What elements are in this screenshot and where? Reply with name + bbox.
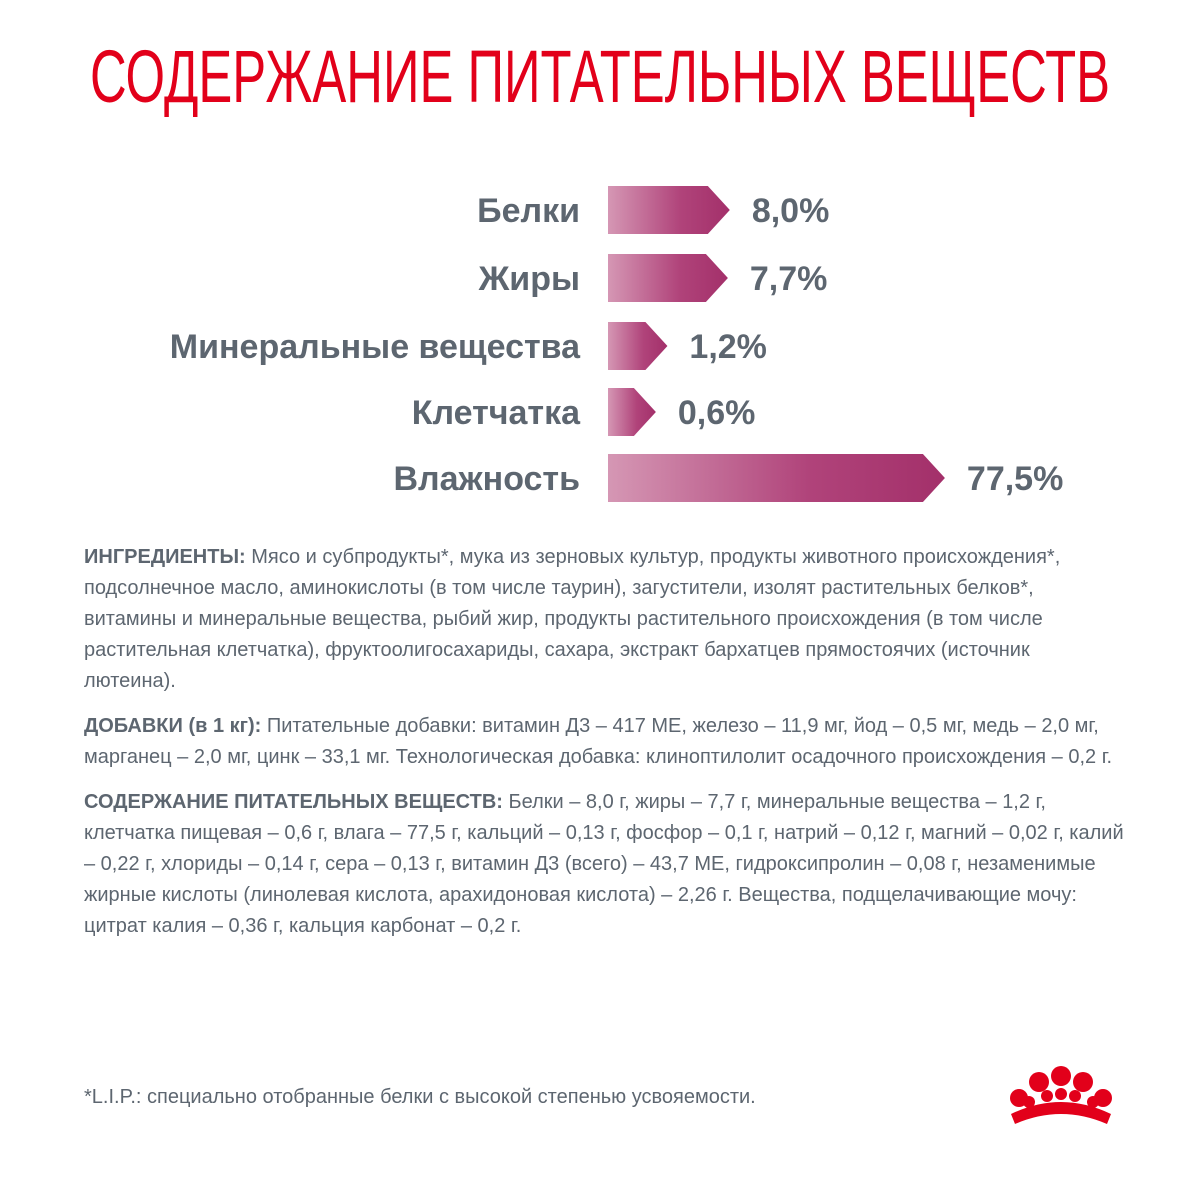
category-label: Влажность — [394, 460, 581, 498]
bar — [608, 254, 728, 302]
bar — [608, 322, 668, 370]
chart-title: СОДЕРЖАНИЕ ПИТАТЕЛЬНЫХ ВЕЩЕСТВ — [90, 35, 1110, 118]
value-label: 1,2% — [689, 328, 767, 366]
bar — [608, 388, 656, 436]
chart: СОДЕРЖАНИЕ ПИТАТЕЛЬНЫХ ВЕЩЕСТВ Белки 8,0%… — [90, 35, 1110, 502]
value-label: 77,5% — [967, 460, 1063, 498]
section-text: Мясо и субпродукты*, мука из зерновых ку… — [84, 546, 1061, 692]
bar — [608, 186, 730, 234]
category-label: Белки — [477, 192, 580, 230]
section-text: Питательные добавки: витамин Д3 – 417 МЕ… — [84, 715, 1113, 768]
section-label: ДОБАВКИ (в 1 кг): — [84, 715, 262, 737]
section-text: Белки – 8,0 г, жиры – 7,7 г, минеральные… — [84, 791, 1124, 937]
value-label: 8,0% — [752, 192, 830, 230]
bar — [608, 454, 945, 502]
value-label: 0,6% — [678, 394, 756, 432]
category-label: Клетчатка — [412, 394, 581, 432]
section-label: ИНГРЕДИЕНТЫ: — [84, 546, 246, 568]
paragraph: ДОБАВКИ (в 1 кг): Питательные добавки: в… — [84, 711, 1124, 773]
text-block: ИНГРЕДИЕНТЫ: Мясо и субпродукты*, мука и… — [84, 542, 1124, 956]
paragraph: ИНГРЕДИЕНТЫ: Мясо и субпродукты*, мука и… — [84, 542, 1124, 697]
footnote: *L.I.P.: специально отобранные белки с в… — [84, 1086, 756, 1108]
category-label: Жиры — [478, 260, 580, 298]
logo — [1010, 1066, 1112, 1124]
value-label: 7,7% — [750, 260, 828, 298]
category-label: Минеральные вещества — [170, 328, 581, 366]
paragraph: СОДЕРЖАНИЕ ПИТАТЕЛЬНЫХ ВЕЩЕСТВ: Белки – … — [84, 787, 1124, 942]
section-label: СОДЕРЖАНИЕ ПИТАТЕЛЬНЫХ ВЕЩЕСТВ: — [84, 791, 503, 813]
